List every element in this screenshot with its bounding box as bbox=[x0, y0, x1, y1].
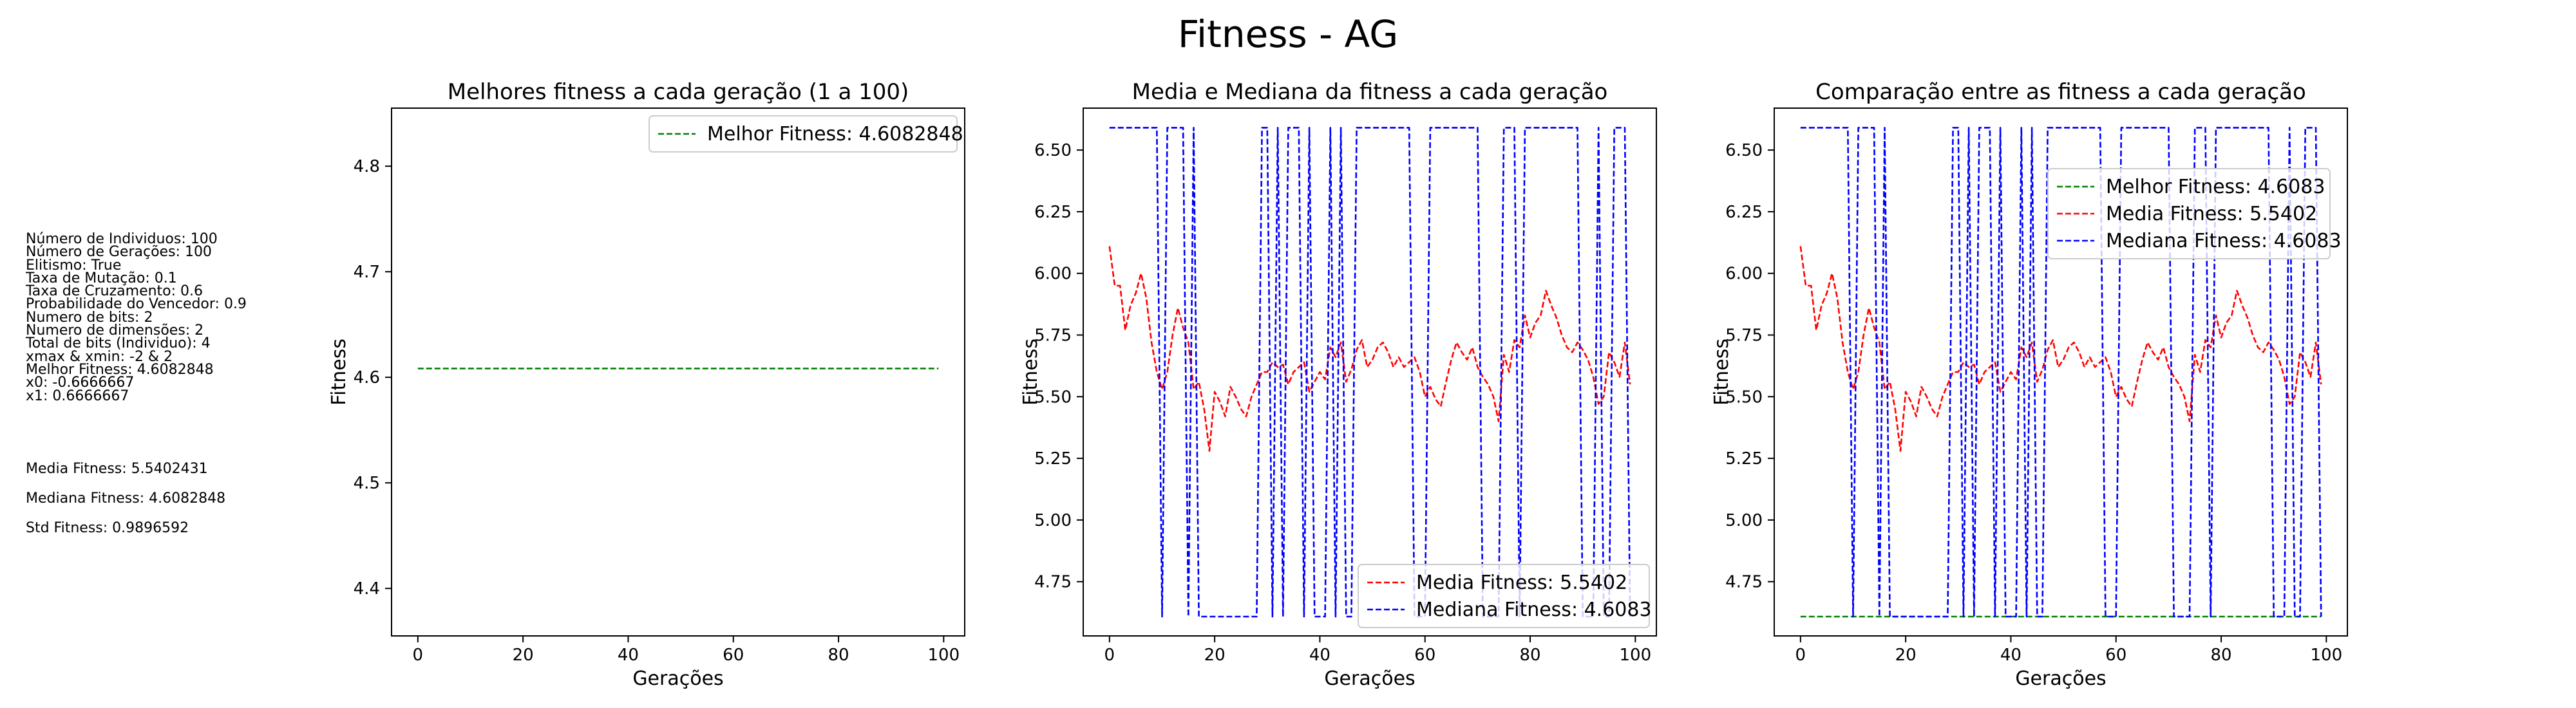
figure-title: Fitness - AG bbox=[1177, 12, 1399, 56]
y-tick-label: 6.00 bbox=[1034, 265, 1072, 284]
chart-1: 0 20 40 60 80 100 4.4 4.5 4.6 4.7 4.8 Melhores fitn… bbox=[328, 79, 965, 690]
y-tick-label: 5.00 bbox=[1034, 511, 1072, 530]
stat-mediana-fitness: Mediana Fitness: 4.6082848 bbox=[26, 490, 226, 507]
legend-box bbox=[2047, 168, 2331, 259]
param-taxa-mutacao: Taxa de Mutação: 0.1 bbox=[26, 270, 177, 286]
series-line-median bbox=[1800, 127, 2322, 618]
param-elitismo: Elitismo: True bbox=[26, 257, 122, 274]
y-tick-label: 6.50 bbox=[1725, 141, 1763, 160]
chart-title: Melhores fitness a cada geração (1 a 100… bbox=[448, 79, 909, 105]
legend-label-mean: Media Fitness: 5.5402 bbox=[1416, 572, 1627, 594]
chart-2: 0 20 40 60 80 100 4.75 5.00 5.25 5.50 5.75 6.00 6.25… bbox=[1019, 79, 1657, 690]
legend-label-median: Mediana Fitness: 4.6083 bbox=[2106, 230, 2342, 252]
stat-std-fitness: Std Fitness: 0.9896592 bbox=[26, 520, 189, 536]
y-tick-label: 4.5 bbox=[354, 474, 380, 493]
y-tick-label: 4.6 bbox=[354, 368, 380, 387]
param-total-bits: Total de bits (Individuo): 4 bbox=[26, 335, 211, 352]
x-tick-label: 0 bbox=[1104, 646, 1115, 665]
param-numero-dimensoes: Numero de dimensões: 2 bbox=[26, 322, 204, 339]
series-line-median bbox=[1109, 127, 1631, 618]
chart-3: 0 20 40 60 80 100 4.75 5.00 5.25 5.50 5.75 6.00 6.25… bbox=[1710, 79, 2348, 690]
x-tick-label: 100 bbox=[928, 646, 960, 665]
x-tick-label: 60 bbox=[723, 646, 744, 665]
x-tick-label: 80 bbox=[1519, 646, 1540, 665]
x-tick-label: 100 bbox=[1620, 646, 1652, 665]
param-x0: x0: -0.6666667 bbox=[26, 375, 135, 391]
param-x1: x1: 0.6666667 bbox=[26, 387, 129, 404]
param-prob-vencedor: Probabilidade do Vencedor: 0.9 bbox=[26, 296, 247, 313]
y-tick-label: 5.50 bbox=[1725, 387, 1763, 407]
y-tick-label: 5.00 bbox=[1725, 511, 1763, 530]
legend-label-best: Melhor Fitness: 4.6082848 bbox=[707, 123, 963, 145]
y-axis-label: Fitness bbox=[1019, 339, 1042, 405]
y-tick-label: 4.75 bbox=[1725, 573, 1763, 592]
x-tick-label: 20 bbox=[1895, 646, 1917, 665]
y-tick-label: 6.00 bbox=[1725, 265, 1763, 284]
x-tick-label: 80 bbox=[2210, 646, 2231, 665]
y-tick-label: 4.4 bbox=[354, 579, 380, 599]
legend-label-mean: Media Fitness: 5.5402 bbox=[2106, 203, 2317, 225]
x-tick-label: 20 bbox=[513, 646, 534, 665]
x-axis-label: Gerações bbox=[1324, 667, 1415, 690]
x-tick-label: 40 bbox=[1309, 646, 1331, 665]
y-tick-label: 4.7 bbox=[354, 263, 380, 282]
parameters-panel: Número de Individuos: 100 Número de Gera… bbox=[26, 231, 247, 404]
y-axis-label: Fitness bbox=[1710, 339, 1733, 405]
chart-title: Comparação entre as fitness a cada geraç… bbox=[1815, 79, 2306, 105]
y-tick-label: 6.50 bbox=[1034, 141, 1072, 160]
legend-label-best: Melhor Fitness: 4.6083 bbox=[2106, 176, 2325, 198]
y-tick-label: 5.75 bbox=[1034, 326, 1072, 346]
series-line-mean bbox=[1108, 246, 1631, 452]
y-tick-label: 4.75 bbox=[1034, 573, 1072, 592]
y-tick-label: 6.25 bbox=[1725, 203, 1763, 222]
param-taxa-cruzamento: Taxa de Cruzamento: 0.6 bbox=[26, 283, 204, 300]
x-tick-label: 20 bbox=[1204, 646, 1226, 665]
plot-frame bbox=[1083, 107, 1657, 637]
x-tick-label: 100 bbox=[2311, 646, 2343, 665]
x-tick-label: 60 bbox=[1414, 646, 1435, 665]
y-tick-label: 4.8 bbox=[354, 157, 380, 176]
x-axis-label: Gerações bbox=[2015, 667, 2106, 690]
x-axis-label: Gerações bbox=[632, 667, 723, 690]
param-geracoes: Número de Gerações: 100 bbox=[26, 244, 212, 261]
legend-box bbox=[649, 115, 958, 153]
y-axis-label: Fitness bbox=[328, 339, 350, 405]
y-tick-label: 5.25 bbox=[1034, 449, 1072, 469]
plot-frame bbox=[391, 107, 965, 637]
y-tick-label: 5.25 bbox=[1725, 449, 1763, 469]
y-tick-label: 5.75 bbox=[1725, 326, 1763, 346]
series-line-mean bbox=[1799, 246, 2322, 452]
chart-title: Media e Mediana da fitness a cada geraçã… bbox=[1132, 79, 1608, 105]
plot-frame bbox=[1774, 107, 2348, 637]
x-tick-label: 0 bbox=[1795, 646, 1806, 665]
stat-media-fitness: Media Fitness: 5.5402431 bbox=[26, 461, 208, 477]
x-tick-label: 40 bbox=[2000, 646, 2022, 665]
param-melhor-fitness: Melhor Fitness: 4.6082848 bbox=[26, 361, 214, 378]
legend-label-median: Mediana Fitness: 4.6083 bbox=[1416, 599, 1652, 621]
param-xmax-xmin: xmax & xmin: -2 & 2 bbox=[26, 348, 173, 365]
statistics-panel: Media Fitness: 5.5402431 Mediana Fitness… bbox=[26, 461, 225, 550]
y-tick-label: 5.50 bbox=[1034, 387, 1072, 407]
x-tick-label: 40 bbox=[618, 646, 639, 665]
x-tick-label: 80 bbox=[828, 646, 849, 665]
y-tick-label: 6.25 bbox=[1034, 203, 1072, 222]
x-tick-label: 60 bbox=[2105, 646, 2126, 665]
param-individuos: Número de Individuos: 100 bbox=[26, 231, 218, 247]
legend-box bbox=[1358, 564, 1650, 628]
x-tick-label: 0 bbox=[413, 646, 424, 665]
param-numero-bits: Numero de bits: 2 bbox=[26, 309, 153, 326]
